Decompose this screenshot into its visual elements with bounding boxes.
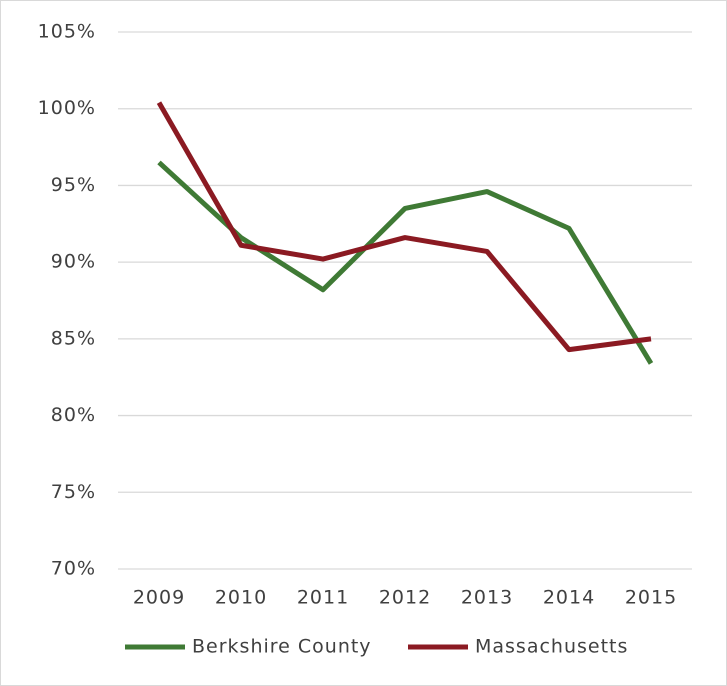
legend-label: Massachusetts xyxy=(475,636,628,658)
y-tick-label: 80% xyxy=(51,404,96,426)
x-tick-label: 2012 xyxy=(379,587,431,609)
y-tick-label: 95% xyxy=(51,174,96,196)
x-tick-label: 2009 xyxy=(133,587,185,609)
y-tick-label: 90% xyxy=(51,251,96,273)
x-tick-label: 2015 xyxy=(625,587,677,609)
x-tick-label: 2014 xyxy=(543,587,595,609)
y-tick-label: 85% xyxy=(51,327,96,349)
x-tick-label: 2011 xyxy=(297,587,349,609)
x-tick-label: 2010 xyxy=(215,587,267,609)
series-line xyxy=(156,101,652,353)
y-tick-label: 75% xyxy=(51,481,96,503)
legend-label: Berkshire County xyxy=(192,636,372,658)
y-tick-label: 70% xyxy=(51,558,96,580)
y-tick-label: 100% xyxy=(38,97,96,119)
y-tick-label: 105% xyxy=(38,21,96,43)
x-tick-label: 2013 xyxy=(461,587,513,609)
series-line xyxy=(157,160,654,365)
